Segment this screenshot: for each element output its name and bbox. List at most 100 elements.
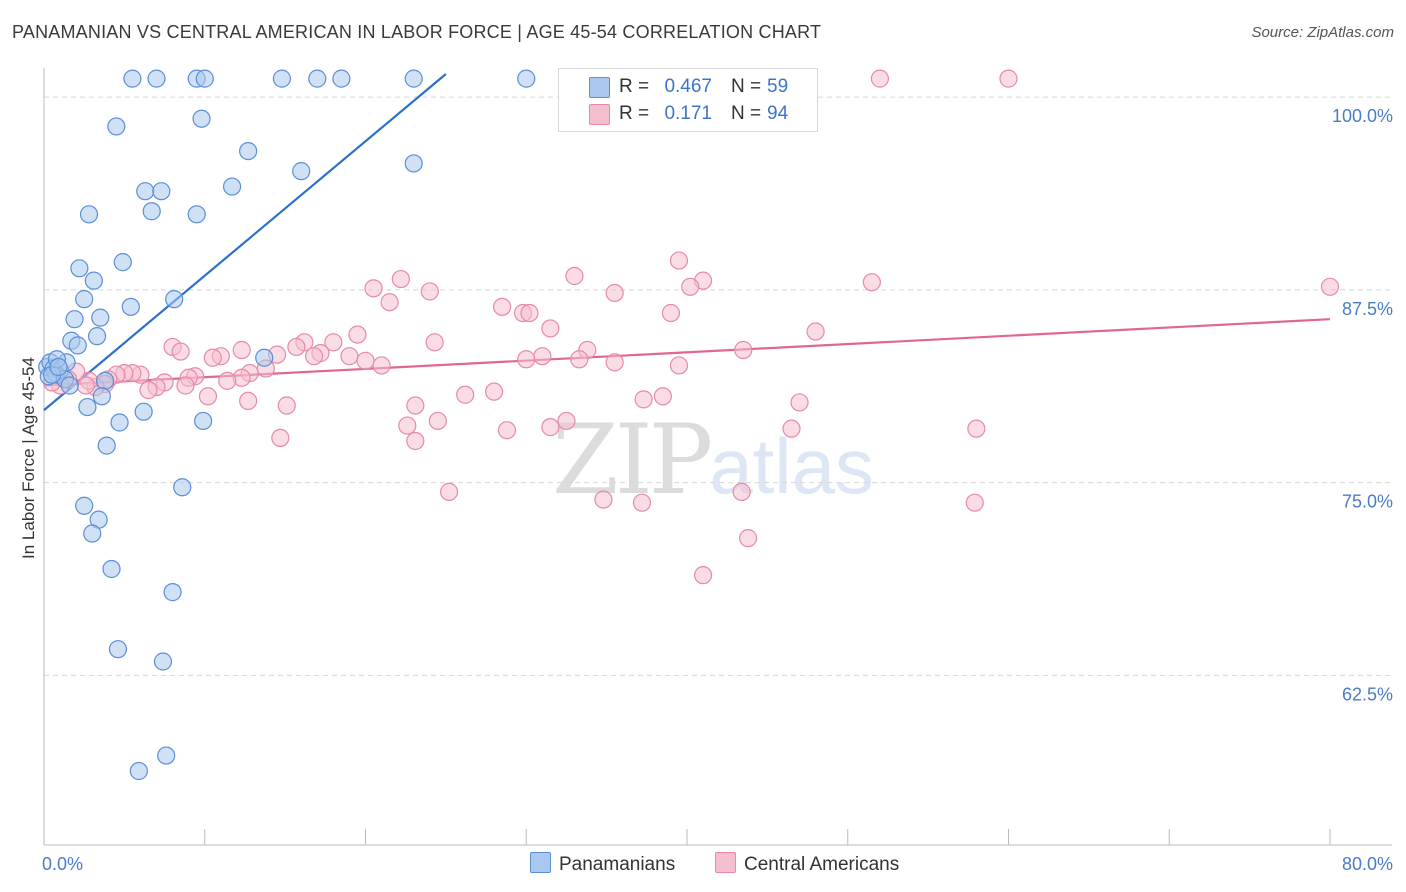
central-american-point bbox=[862, 273, 881, 292]
central-american-point bbox=[398, 416, 417, 435]
central-american-point bbox=[653, 387, 672, 406]
panamanian-point bbox=[129, 761, 148, 781]
central-american-point bbox=[565, 266, 584, 286]
central-american-point bbox=[669, 251, 689, 270]
source-attribution[interactable]: Source: ZipAtlas.com bbox=[1251, 24, 1394, 41]
legend-n-label: N = bbox=[731, 76, 762, 97]
panamanian-point bbox=[113, 253, 132, 272]
central-american-point bbox=[456, 385, 475, 404]
tick-labels: 62.5% 75.0% 87.5% 100.0% 0.0% 80.0% bbox=[42, 106, 1393, 874]
x-tick-label: 0.0% bbox=[42, 854, 83, 874]
panamanian-point bbox=[404, 69, 423, 88]
legend-n-label: N = bbox=[731, 103, 762, 124]
legend-n-value: 94 bbox=[767, 103, 789, 124]
central-american-point bbox=[533, 347, 552, 366]
axes bbox=[43, 68, 1392, 846]
legend-r-value: 0.171 bbox=[664, 103, 712, 124]
legend-item-panamanians[interactable]: Panamanians bbox=[530, 852, 675, 876]
central-american-point bbox=[171, 342, 190, 361]
central-american-point bbox=[356, 351, 375, 370]
central-american-point bbox=[428, 411, 447, 431]
central-american-point bbox=[632, 493, 652, 512]
central-american-point bbox=[605, 283, 624, 303]
panamanian-point bbox=[153, 652, 173, 671]
legend-swatch-blue bbox=[589, 77, 610, 98]
central-american-point bbox=[425, 333, 444, 352]
panamanian-point bbox=[332, 69, 351, 88]
panamanian-point bbox=[165, 290, 184, 309]
panamanian-point bbox=[163, 583, 182, 602]
panamanian-point bbox=[404, 154, 423, 173]
panamanian-point bbox=[60, 376, 79, 395]
y-tick-label: 87.5% bbox=[1342, 299, 1393, 319]
central-american-point bbox=[406, 396, 425, 415]
panamanian-point bbox=[79, 205, 99, 224]
legend-row-central-americans: R = 0.171 N = 94 bbox=[559, 100, 817, 126]
central-american-point bbox=[364, 279, 383, 298]
central-american-point bbox=[176, 376, 195, 395]
central-american-point bbox=[605, 353, 624, 372]
panamanian-point bbox=[92, 387, 111, 406]
panamanian-point bbox=[187, 205, 206, 224]
legend-row-panamanians: R = 0.467 N = 59 bbox=[559, 73, 817, 99]
legend-r-label: R = bbox=[619, 103, 650, 124]
central-american-point bbox=[999, 69, 1018, 88]
central-american-point bbox=[738, 529, 758, 548]
legend-n-value: 59 bbox=[767, 76, 789, 97]
central-american-point bbox=[139, 381, 158, 400]
central-american-point bbox=[634, 390, 653, 409]
panamanian-point bbox=[147, 69, 166, 88]
panamanian-point bbox=[134, 402, 153, 421]
central-american-point bbox=[517, 350, 536, 369]
panamanian-point bbox=[107, 117, 126, 136]
panamanian-point bbox=[152, 182, 171, 201]
central-american-point bbox=[669, 356, 689, 375]
central-american-point bbox=[870, 69, 890, 88]
central-american-point bbox=[271, 428, 290, 448]
panamanians-trend-line bbox=[43, 73, 447, 411]
watermark: ZIPatlas bbox=[552, 404, 874, 516]
central-american-point bbox=[1320, 277, 1340, 296]
central-americans-points bbox=[42, 69, 1340, 585]
legend-swatch-pink bbox=[589, 104, 610, 125]
grid-lines bbox=[44, 96, 1392, 676]
stats-legend: R = 0.467 N = 59 R = 0.171 N = 94 bbox=[558, 68, 818, 132]
panamanian-point bbox=[110, 413, 129, 432]
legend-item-central-americans[interactable]: Central Americans bbox=[715, 852, 899, 876]
central-american-point bbox=[380, 293, 399, 312]
central-american-point bbox=[541, 418, 560, 437]
central-american-point bbox=[218, 371, 237, 390]
x-tick-label: 80.0% bbox=[1342, 854, 1393, 874]
central-american-point bbox=[277, 396, 296, 415]
central-american-point bbox=[541, 319, 560, 338]
central-american-point bbox=[557, 411, 576, 431]
panamanian-point bbox=[272, 69, 292, 88]
panamanian-point bbox=[194, 411, 213, 431]
panamanian-point bbox=[91, 308, 110, 327]
central-american-point bbox=[693, 566, 713, 585]
y-axis-label: In Labor Force | Age 45-54 bbox=[19, 357, 38, 559]
panamanian-point bbox=[239, 142, 258, 161]
legend-swatch-pink bbox=[715, 852, 736, 873]
central-american-point bbox=[340, 347, 359, 366]
central-american-point bbox=[493, 297, 512, 316]
central-american-point bbox=[239, 391, 258, 411]
central-american-point bbox=[806, 322, 825, 341]
central-american-point bbox=[497, 421, 517, 440]
panamanian-point bbox=[95, 371, 115, 390]
panamanian-point bbox=[65, 310, 84, 329]
central-american-point bbox=[782, 419, 801, 438]
panamanian-point bbox=[136, 182, 155, 201]
central-american-point bbox=[232, 340, 251, 360]
panamanian-point bbox=[123, 69, 142, 88]
central-american-point bbox=[965, 493, 984, 512]
watermark-zip: ZIP bbox=[552, 404, 713, 516]
panamanian-point bbox=[102, 559, 121, 579]
central-american-point bbox=[287, 337, 306, 357]
central-american-point bbox=[203, 348, 222, 367]
central-american-point bbox=[570, 350, 589, 369]
central-american-point bbox=[790, 393, 809, 412]
central-american-point bbox=[198, 387, 218, 406]
central-american-point bbox=[420, 282, 439, 301]
